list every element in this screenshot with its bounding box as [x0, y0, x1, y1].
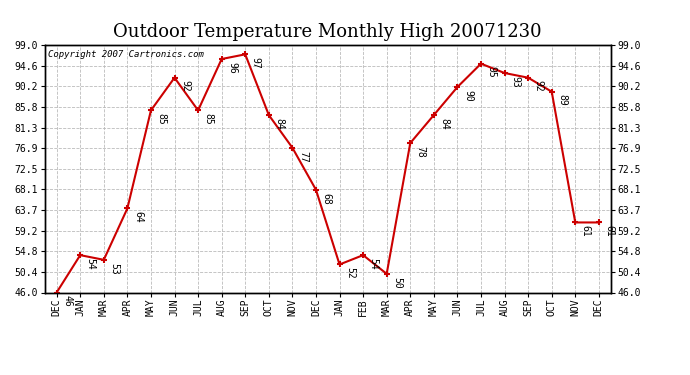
Text: 95: 95 [486, 66, 497, 78]
Text: 77: 77 [298, 150, 308, 162]
Text: 89: 89 [558, 94, 567, 106]
Text: 92: 92 [533, 81, 544, 92]
Text: 78: 78 [416, 146, 426, 158]
Text: 85: 85 [157, 113, 166, 125]
Text: 46: 46 [62, 295, 72, 307]
Text: 54: 54 [368, 258, 379, 270]
Text: 64: 64 [133, 211, 143, 223]
Text: 92: 92 [180, 81, 190, 92]
Title: Outdoor Temperature Monthly High 20071230: Outdoor Temperature Monthly High 2007123… [113, 22, 542, 40]
Text: 61: 61 [581, 225, 591, 237]
Text: 85: 85 [204, 113, 214, 125]
Text: 97: 97 [250, 57, 261, 69]
Text: 53: 53 [109, 262, 119, 274]
Text: 84: 84 [440, 118, 449, 130]
Text: 84: 84 [275, 118, 284, 130]
Text: 90: 90 [463, 90, 473, 102]
Text: Copyright 2007 Cartronics.com: Copyright 2007 Cartronics.com [48, 50, 204, 59]
Text: 52: 52 [345, 267, 355, 279]
Text: 68: 68 [322, 192, 331, 204]
Text: 96: 96 [227, 62, 237, 74]
Text: 61: 61 [604, 225, 614, 237]
Text: 54: 54 [86, 258, 96, 270]
Text: 50: 50 [392, 277, 402, 288]
Text: 93: 93 [510, 76, 520, 87]
